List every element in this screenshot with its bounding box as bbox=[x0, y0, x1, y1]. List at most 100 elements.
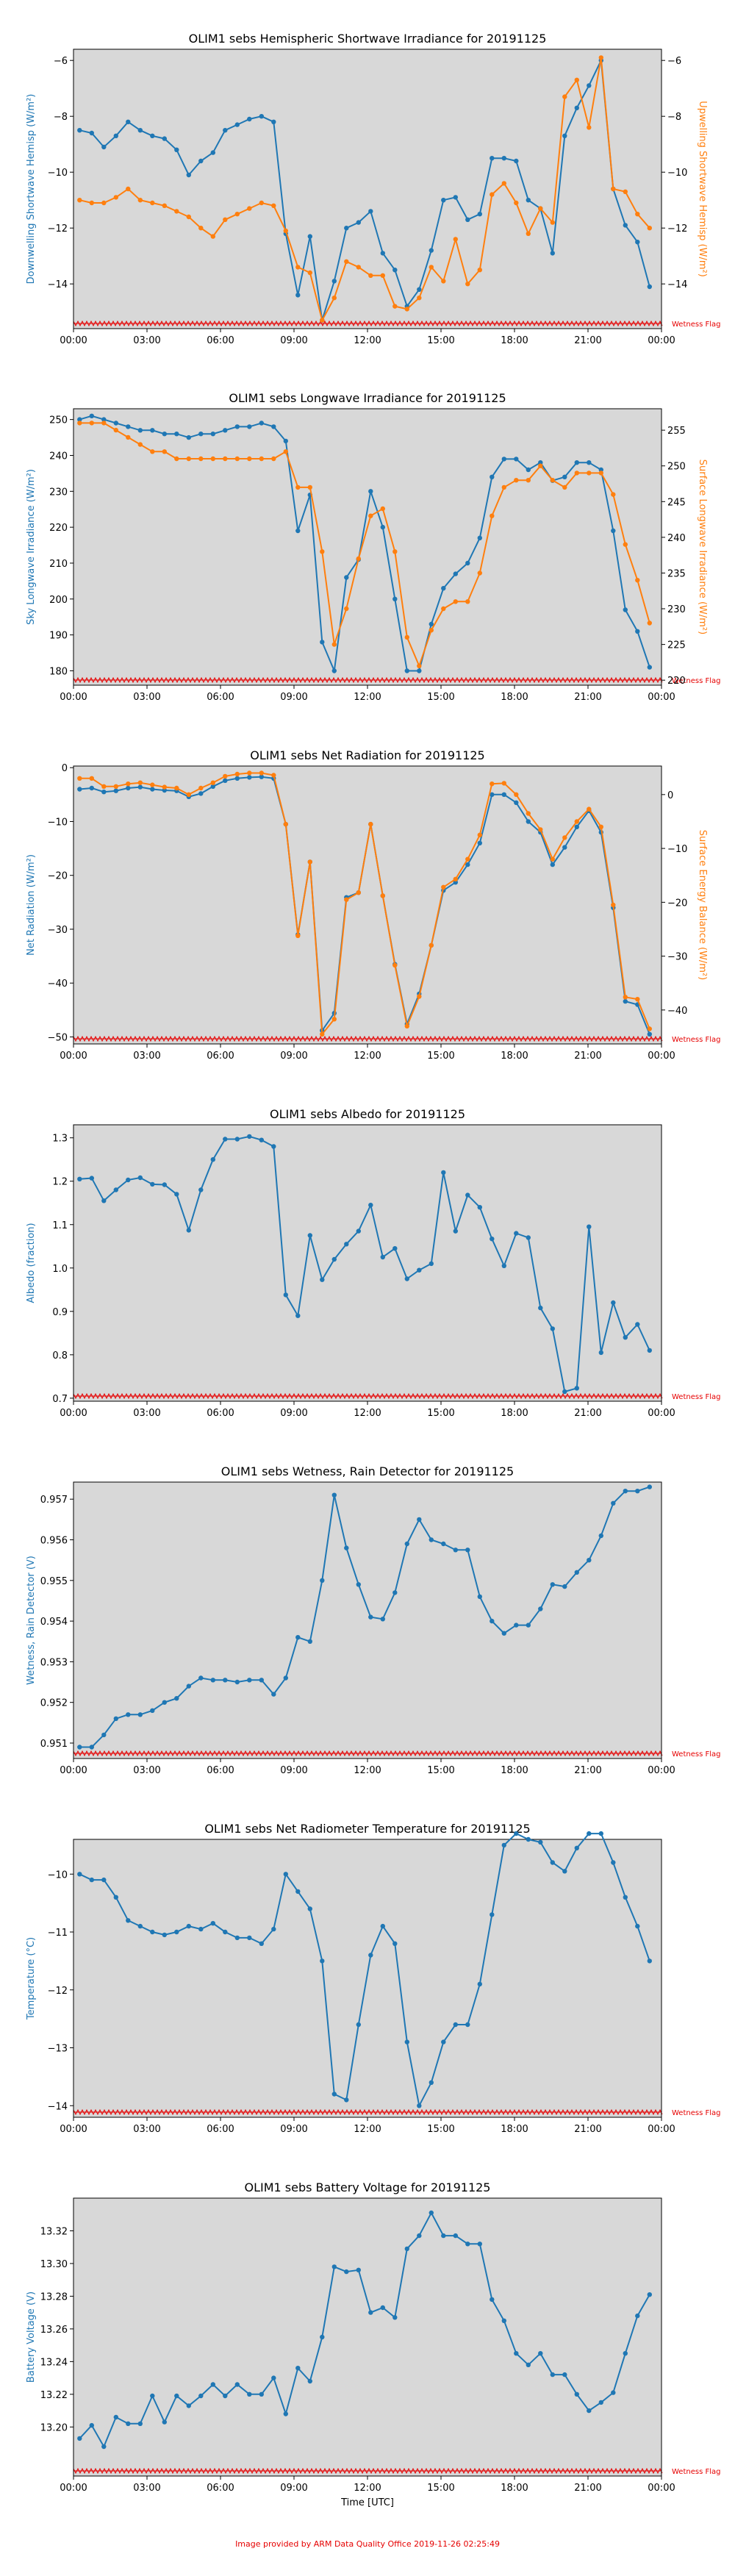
data-point bbox=[77, 1872, 82, 1877]
data-point bbox=[404, 2039, 409, 2044]
series-line-3-0 bbox=[79, 1135, 650, 1393]
x-tick-label: 21:00 bbox=[574, 692, 601, 703]
data-point bbox=[223, 456, 228, 462]
data-point bbox=[283, 449, 288, 454]
data-point bbox=[429, 1537, 434, 1542]
data-point bbox=[198, 791, 204, 796]
data-point bbox=[344, 2269, 349, 2275]
data-point bbox=[514, 792, 519, 798]
chart-title: OLIM1 sebs Longwave Irradiance for 20191… bbox=[229, 391, 506, 405]
data-point bbox=[198, 432, 204, 437]
data-point bbox=[550, 1326, 555, 1331]
data-point bbox=[137, 1712, 143, 1717]
data-point bbox=[174, 1929, 179, 1935]
data-point bbox=[186, 172, 191, 178]
data-point bbox=[234, 424, 240, 429]
data-point bbox=[320, 1578, 325, 1583]
data-point bbox=[89, 413, 94, 418]
data-point bbox=[234, 771, 240, 777]
data-point bbox=[477, 535, 482, 540]
data-point bbox=[574, 1570, 579, 1575]
y-tick-label: −12 bbox=[48, 223, 68, 235]
data-point bbox=[89, 421, 94, 426]
data-point bbox=[331, 2264, 337, 2269]
x-tick-label: 00:00 bbox=[60, 2483, 87, 2494]
data-point bbox=[77, 198, 82, 203]
data-point bbox=[429, 621, 434, 627]
y-axis-label: Wetness, Rain Detector (V) bbox=[26, 1556, 37, 1685]
x-tick-label: 03:00 bbox=[133, 1408, 160, 1419]
data-point bbox=[210, 784, 215, 790]
y-axis-label: Sky Longwave Irradiance (W/m²) bbox=[26, 469, 37, 625]
data-point bbox=[113, 1895, 118, 1900]
data-point bbox=[126, 186, 131, 192]
data-point bbox=[417, 1267, 422, 1273]
x-tick-label: 06:00 bbox=[207, 1408, 234, 1419]
data-point bbox=[514, 800, 519, 806]
data-point bbox=[490, 474, 495, 479]
data-point bbox=[368, 489, 373, 494]
data-point bbox=[307, 234, 312, 239]
data-point bbox=[247, 1935, 252, 1941]
data-point bbox=[150, 2393, 155, 2399]
data-point bbox=[635, 997, 640, 1002]
x-tick-label: 06:00 bbox=[207, 2124, 234, 2135]
y-axis-label: Albedo (fraction) bbox=[26, 1223, 37, 1303]
x-tick-label: 12:00 bbox=[354, 1051, 381, 1062]
data-point bbox=[271, 1144, 276, 1149]
data-point bbox=[210, 234, 215, 239]
data-point bbox=[611, 2390, 616, 2395]
data-point bbox=[490, 156, 495, 161]
plot-area-6 bbox=[74, 2198, 662, 2476]
data-point bbox=[126, 434, 131, 440]
data-point bbox=[223, 217, 228, 222]
data-point bbox=[89, 1176, 94, 1181]
chart-title: OLIM1 sebs Net Radiation for 20191125 bbox=[250, 748, 484, 762]
data-point bbox=[526, 1836, 531, 1842]
y-tick-label: 210 bbox=[49, 559, 68, 570]
data-point bbox=[320, 2334, 325, 2340]
data-point bbox=[77, 2436, 82, 2441]
data-point bbox=[198, 1187, 204, 1192]
data-point bbox=[526, 1622, 531, 1628]
data-point bbox=[465, 1192, 470, 1198]
y-axis-label: Battery Voltage (V) bbox=[26, 2291, 37, 2383]
data-point bbox=[453, 571, 458, 576]
data-point bbox=[113, 133, 118, 138]
data-point bbox=[647, 226, 652, 231]
data-point bbox=[344, 897, 349, 902]
wetness-flag-label: Wetness Flag bbox=[672, 1036, 720, 1044]
data-point bbox=[550, 1582, 555, 1587]
data-point bbox=[392, 304, 398, 309]
data-point bbox=[331, 296, 337, 301]
data-point bbox=[223, 1929, 228, 1935]
data-point bbox=[234, 456, 240, 462]
plot-area-4 bbox=[74, 1482, 662, 1759]
data-point bbox=[174, 1696, 179, 1701]
y-tick-label: 1.1 bbox=[52, 1220, 68, 1231]
y-tick-label: 0.9 bbox=[52, 1307, 68, 1318]
wetness-flag-hatch-1 bbox=[73, 676, 663, 684]
data-point bbox=[623, 223, 628, 228]
y-tick-label: −10 bbox=[48, 817, 68, 828]
x-tick-label: 00:00 bbox=[60, 1765, 87, 1776]
x-tick-label: 00:00 bbox=[648, 335, 675, 346]
data-point bbox=[259, 2391, 264, 2397]
x-tick-label: 09:00 bbox=[280, 2124, 307, 2135]
data-point bbox=[320, 1277, 325, 1282]
data-point bbox=[392, 962, 398, 968]
data-point bbox=[113, 788, 118, 793]
data-point bbox=[635, 578, 640, 583]
data-point bbox=[380, 1617, 385, 1622]
data-point bbox=[598, 1350, 603, 1356]
data-point bbox=[587, 2408, 592, 2414]
data-point bbox=[113, 1716, 118, 1721]
data-point bbox=[623, 542, 628, 547]
data-point bbox=[441, 586, 446, 591]
data-point bbox=[307, 270, 312, 276]
data-point bbox=[611, 1860, 616, 1865]
data-point bbox=[89, 1877, 94, 1883]
data-point bbox=[126, 785, 131, 791]
data-point bbox=[635, 629, 640, 634]
